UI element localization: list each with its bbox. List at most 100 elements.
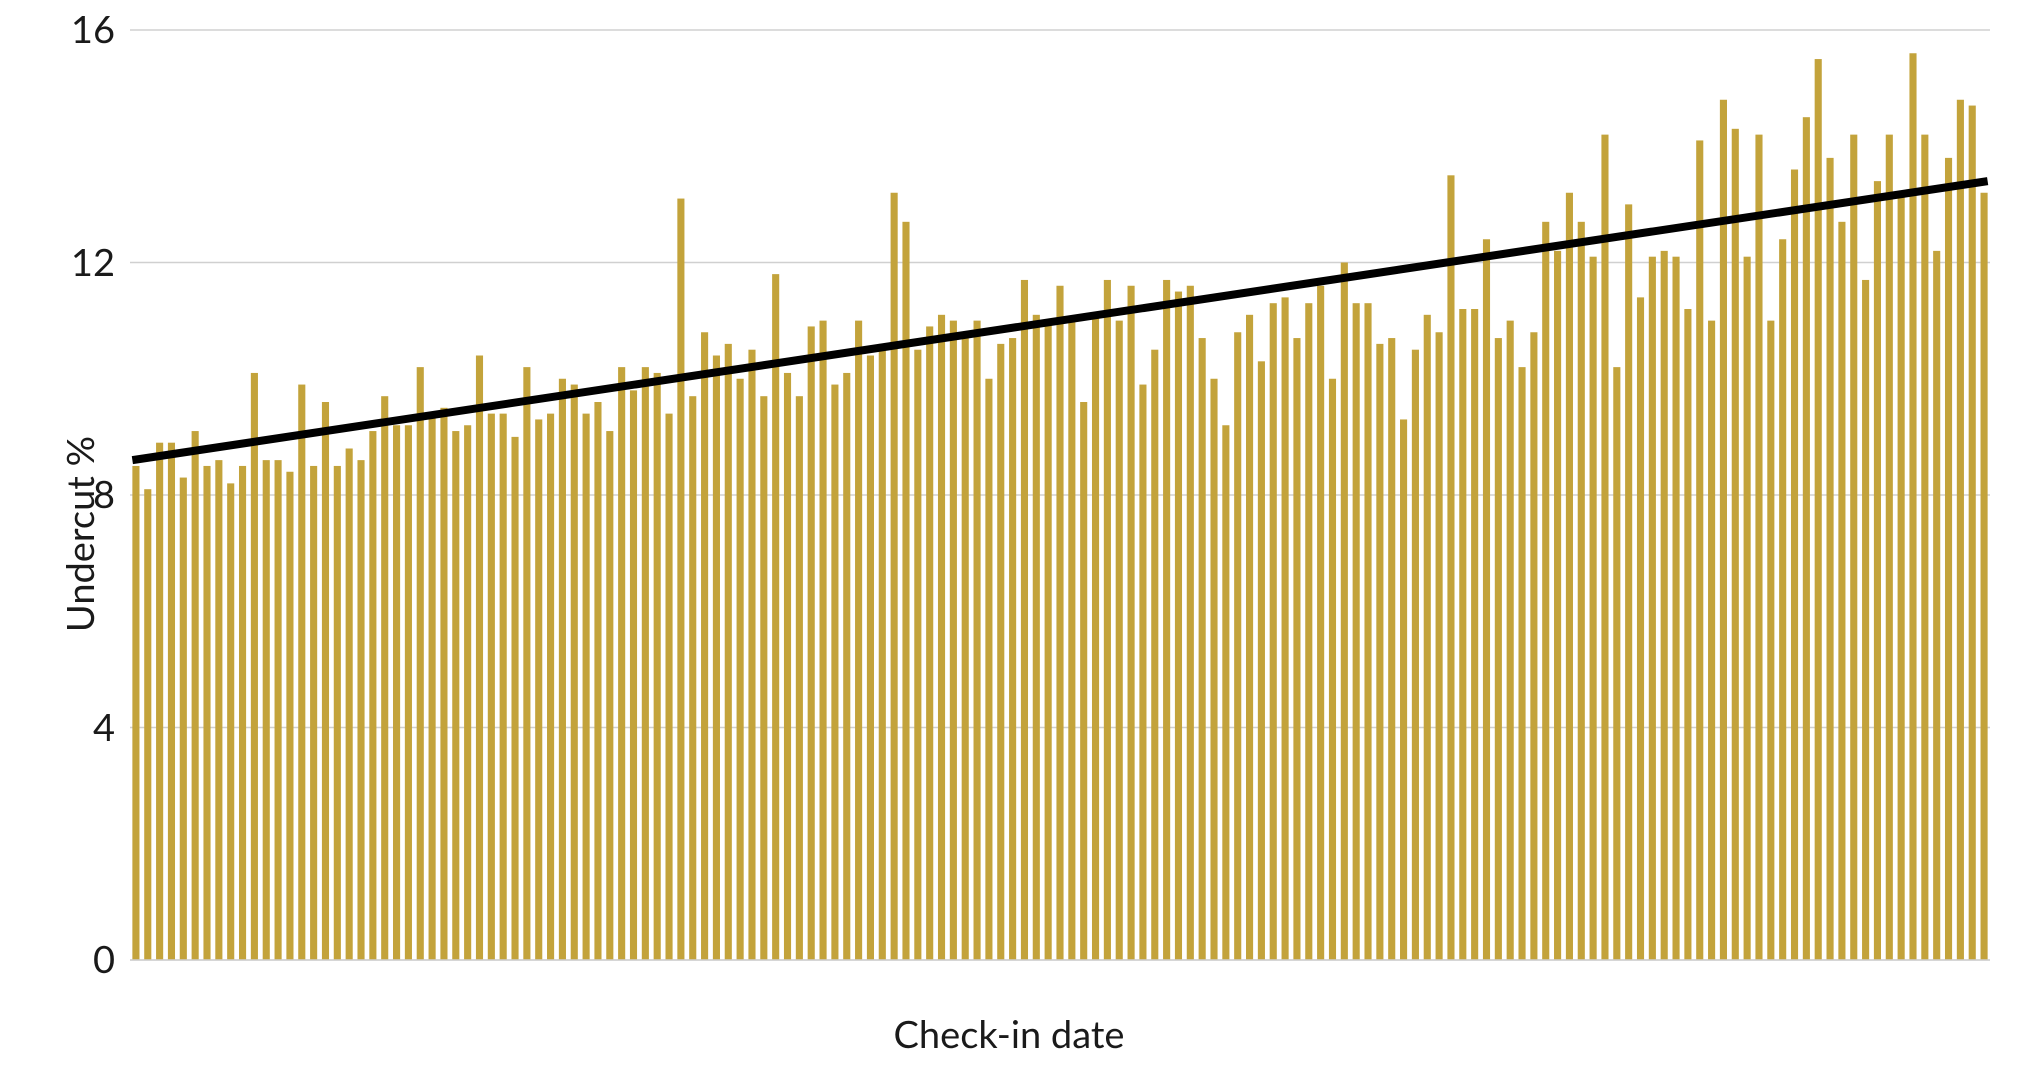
bar — [1009, 338, 1016, 960]
bar — [1791, 170, 1798, 961]
bar — [393, 425, 400, 960]
bar — [1815, 59, 1822, 960]
bar — [1234, 332, 1241, 960]
bar — [251, 373, 258, 960]
bar — [1779, 239, 1786, 960]
bar — [1246, 315, 1253, 960]
bar — [1874, 181, 1881, 960]
bar — [1755, 135, 1762, 960]
bar — [1045, 321, 1052, 960]
bar — [1128, 286, 1135, 960]
bar — [843, 373, 850, 960]
bar — [1116, 321, 1123, 960]
bar — [689, 396, 696, 960]
bar — [1021, 280, 1028, 960]
bar — [926, 326, 933, 960]
bar — [369, 431, 376, 960]
bar — [1708, 321, 1715, 960]
bar — [1305, 303, 1312, 960]
bar — [831, 385, 838, 960]
bar — [642, 367, 649, 960]
bar — [1696, 140, 1703, 960]
bar — [1483, 239, 1490, 960]
bar — [713, 356, 720, 961]
bar — [654, 373, 661, 960]
bar — [1436, 332, 1443, 960]
bar — [1388, 338, 1395, 960]
bar — [748, 350, 755, 960]
bar — [760, 396, 767, 960]
chart-plot-area — [0, 0, 2018, 1067]
bar — [1969, 106, 1976, 960]
bar — [1649, 257, 1656, 960]
bar — [950, 321, 957, 960]
bar — [429, 414, 436, 960]
bar — [1270, 303, 1277, 960]
bar — [452, 431, 459, 960]
bar — [286, 472, 293, 960]
bar — [1317, 286, 1324, 960]
bar — [203, 466, 210, 960]
bar — [1921, 135, 1928, 960]
bar — [1080, 402, 1087, 960]
bar — [665, 414, 672, 960]
bar — [1210, 379, 1217, 960]
bar — [1566, 193, 1573, 960]
bar — [1495, 338, 1502, 960]
bar — [1838, 222, 1845, 960]
bar — [902, 222, 909, 960]
bar — [239, 466, 246, 960]
bar — [1945, 158, 1952, 960]
bar — [1933, 251, 1940, 960]
bar — [440, 408, 447, 960]
bar — [630, 390, 637, 960]
bar — [1139, 385, 1146, 960]
bar — [1613, 367, 1620, 960]
bar — [144, 489, 151, 960]
bar — [405, 425, 412, 960]
bar — [594, 402, 601, 960]
bar — [1827, 158, 1834, 960]
bar — [1199, 338, 1206, 960]
bar — [559, 379, 566, 960]
bar — [1412, 350, 1419, 960]
bar — [891, 193, 898, 960]
bar — [1684, 309, 1691, 960]
bar — [796, 396, 803, 960]
bar — [322, 402, 329, 960]
bar — [168, 443, 175, 960]
bar — [725, 344, 732, 960]
bar — [357, 460, 364, 960]
bar — [1898, 193, 1905, 960]
bar — [1590, 257, 1597, 960]
bar — [808, 326, 815, 960]
bar — [1661, 251, 1668, 960]
bar — [215, 460, 222, 960]
bar — [1578, 222, 1585, 960]
bar — [855, 321, 862, 960]
bar — [606, 431, 613, 960]
bar — [1637, 297, 1644, 960]
bar — [1530, 332, 1537, 960]
bar — [488, 414, 495, 960]
bar — [1601, 135, 1608, 960]
bar — [974, 321, 981, 960]
bar — [1282, 297, 1289, 960]
bar — [1459, 309, 1466, 960]
bar — [1471, 309, 1478, 960]
bar — [1104, 280, 1111, 960]
bar — [346, 449, 353, 961]
bar — [535, 419, 542, 960]
bar — [1329, 379, 1336, 960]
bar — [476, 356, 483, 961]
bar — [985, 379, 992, 960]
bar — [227, 483, 234, 960]
bar — [1957, 100, 1964, 960]
bar — [192, 431, 199, 960]
bar — [1862, 280, 1869, 960]
bar — [156, 443, 163, 960]
bar — [500, 414, 507, 960]
bar — [1542, 222, 1549, 960]
bar — [381, 396, 388, 960]
bar — [1720, 100, 1727, 960]
